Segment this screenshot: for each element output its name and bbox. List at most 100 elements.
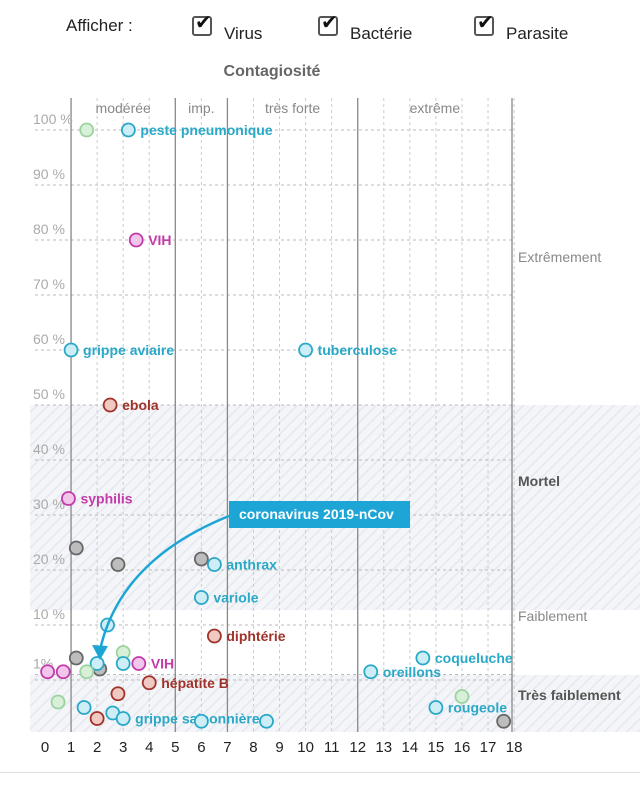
point-label: diphtérie <box>226 628 285 644</box>
data-point <box>110 686 126 702</box>
point-label: coqueluche <box>435 650 513 666</box>
data-point <box>115 656 131 671</box>
y-tick-label: 60 % <box>33 331 65 347</box>
point-label: oreillons <box>383 664 442 680</box>
chart-title: Contagiosité <box>224 63 321 80</box>
contagion-zone-label: modérée <box>96 100 151 116</box>
x-tick-label: 13 <box>375 739 392 756</box>
x-tick-label: 6 <box>197 739 205 756</box>
data-point <box>61 491 76 506</box>
checkmark-icon: ✔ <box>321 12 338 34</box>
data-point <box>68 540 84 556</box>
band-tres-faiblement <box>30 675 640 732</box>
data-point <box>206 628 222 644</box>
x-tick-label: 17 <box>480 739 497 756</box>
mortality-zone-label: Mortel <box>518 473 560 489</box>
data-point <box>89 656 105 671</box>
y-tick-label: 80 % <box>33 221 65 237</box>
point-label: VIH <box>148 232 171 248</box>
filter-bar: Afficher : ✔ Virus ✔ Bactérie ✔ Parasite <box>0 0 640 60</box>
data-point <box>454 689 470 704</box>
data-point <box>79 664 95 680</box>
y-tick-label: 90 % <box>33 166 65 182</box>
parasite-checkbox[interactable]: ✔ <box>474 12 494 36</box>
mortality-zone-label: Faiblement <box>518 608 587 624</box>
callout-label: coronavirus 2019-nCov <box>239 506 394 522</box>
x-tick-label: 1 <box>67 739 75 756</box>
x-tick-label: 12 <box>349 739 366 756</box>
callout-box <box>229 501 410 528</box>
data-point <box>193 551 209 567</box>
point-label: grippe aviaire <box>83 342 174 358</box>
checkmark-icon: ✔ <box>195 12 212 34</box>
x-tick-label: 2 <box>93 739 101 756</box>
x-tick-label: 10 <box>297 739 314 756</box>
data-point <box>120 122 136 138</box>
x-tick-label: 3 <box>119 739 127 756</box>
data-point <box>68 650 84 666</box>
point-label: variole <box>213 590 258 606</box>
data-point <box>40 664 56 680</box>
mortality-zone-label: Très faiblement <box>518 687 621 703</box>
data-point <box>259 713 274 729</box>
contagion-zone-label: extrême <box>410 100 461 116</box>
x-tick-label: 0 <box>41 739 49 756</box>
x-tick-label: 11 <box>324 739 340 756</box>
data-point <box>193 713 209 729</box>
x-tick-label: 5 <box>171 739 179 756</box>
filter-label: Afficher : <box>66 16 133 35</box>
data-point <box>415 650 431 666</box>
data-point <box>428 700 444 715</box>
y-tick-label: 10 % <box>33 606 65 622</box>
data-point <box>89 711 105 726</box>
data-point <box>128 232 144 248</box>
data-point <box>298 342 314 358</box>
data-point <box>131 656 147 671</box>
contagion-zone-label: imp. <box>188 100 214 116</box>
x-tick-label: 4 <box>145 739 153 756</box>
y-tick-label: 40 % <box>33 441 65 457</box>
y-tick-label: 70 % <box>33 276 65 292</box>
data-point <box>76 700 92 715</box>
contagion-zone-label: très forte <box>265 100 320 116</box>
x-tick-label: 14 <box>401 739 418 756</box>
y-tick-label: 100 % <box>33 111 73 127</box>
filter-virus[interactable]: ✔ Virus <box>192 12 263 44</box>
callout-arrow <box>98 514 230 651</box>
y-tick-label: 30 % <box>33 496 65 512</box>
point-label: anthrax <box>226 557 277 573</box>
data-point <box>115 711 131 726</box>
data-point <box>141 675 157 691</box>
point-label: syphilis <box>80 491 132 507</box>
data-point <box>102 397 118 413</box>
filter-bacterie-label: Bactérie <box>350 24 413 43</box>
data-point <box>496 713 512 729</box>
bacterie-checkbox[interactable]: ✔ <box>318 12 338 36</box>
data-point <box>193 590 209 605</box>
point-label: rougeole <box>448 700 507 716</box>
filter-virus-label: Virus <box>224 24 263 43</box>
filter-parasite[interactable]: ✔ Parasite <box>474 12 569 44</box>
data-point <box>63 342 79 358</box>
arrow-head-icon <box>92 645 108 660</box>
point-label: VIH <box>151 656 174 672</box>
mortality-zone-label: Extrêmement <box>518 249 601 265</box>
data-point <box>206 557 222 572</box>
y-tick-label: 50 % <box>33 386 65 402</box>
x-tick-label: 9 <box>275 739 283 756</box>
data-point <box>363 664 379 680</box>
filter-bacterie[interactable]: ✔ Bactérie <box>318 12 413 44</box>
data-point <box>55 664 71 680</box>
footer-divider <box>0 772 640 773</box>
point-label: peste pneumonique <box>140 122 272 138</box>
filter-parasite-label: Parasite <box>506 24 569 43</box>
virus-checkbox[interactable]: ✔ <box>192 12 212 36</box>
x-tick-label: 18 <box>506 739 523 756</box>
data-point <box>79 122 95 138</box>
x-tick-label: 16 <box>454 739 471 756</box>
checkmark-icon: ✔ <box>477 12 494 34</box>
x-tick-label: 15 <box>428 739 445 756</box>
x-tick-label: 7 <box>223 739 231 756</box>
